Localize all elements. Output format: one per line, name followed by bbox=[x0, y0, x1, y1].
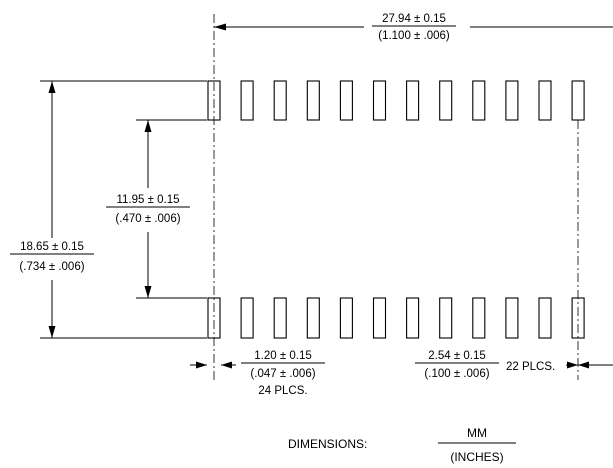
bottom-pad-2 bbox=[240, 297, 254, 339]
pad-width-mm: 1.20 ± 0.15 bbox=[254, 350, 311, 362]
overall-length-mm: 27.94 ± 0.15 bbox=[382, 13, 446, 25]
top-pad-row bbox=[207, 80, 585, 121]
top-pad-5 bbox=[339, 80, 353, 121]
top-pad-9 bbox=[472, 80, 486, 121]
pitch-dimension: 2.54 ± 0.15 (.100 ± .006) 22 PLCS. bbox=[415, 350, 613, 380]
bottom-pad-10 bbox=[505, 297, 519, 339]
bottom-pad-6 bbox=[372, 297, 387, 339]
pitch-count: 22 PLCS. bbox=[506, 361, 555, 373]
units-legend: DIMENSIONS: MM (INCHES) bbox=[288, 426, 516, 464]
top-pad-2 bbox=[240, 80, 254, 121]
pad-width-count: 24 PLCS. bbox=[258, 385, 307, 397]
bottom-pad-8 bbox=[439, 297, 453, 339]
pad-width-inches: (.047 ± .006) bbox=[250, 368, 315, 380]
legend-unit-inches: (INCHES) bbox=[450, 450, 503, 464]
pitch-mm: 2.54 ± 0.15 bbox=[428, 350, 485, 362]
top-pad-7 bbox=[406, 80, 420, 121]
bottom-pad-11 bbox=[538, 297, 552, 339]
top-pad-3 bbox=[273, 80, 287, 121]
bottom-pad-3 bbox=[273, 297, 287, 339]
top-pad-8 bbox=[439, 80, 453, 121]
inner-gap-inches: (.470 ± .006) bbox=[115, 213, 180, 225]
legend-unit-mm: MM bbox=[467, 426, 487, 440]
top-pad-11 bbox=[538, 80, 552, 121]
bottom-pad-7 bbox=[406, 297, 420, 339]
pitch-inches: (.100 ± .006) bbox=[424, 368, 489, 380]
overall-length-inches: (1.100 ± .006) bbox=[378, 30, 450, 42]
overall-height-dimension: 18.65 ± 0.15 (.734 ± .006) bbox=[10, 80, 207, 339]
top-pad-10 bbox=[505, 80, 519, 121]
overall-height-inches: (.734 ± .006) bbox=[19, 261, 84, 273]
bottom-pad-row bbox=[207, 297, 585, 339]
top-pad-4 bbox=[306, 80, 320, 121]
pad-width-dimension: 1.20 ± 0.15 (.047 ± .006) 24 PLCS. bbox=[190, 350, 325, 397]
overall-height-mm: 18.65 ± 0.15 bbox=[20, 241, 84, 253]
inner-gap-dimension: 11.95 ± 0.15 (.470 ± .006) bbox=[106, 119, 207, 299]
overall-length-dimension: 27.94 ± 0.15 (1.100 ± .006) bbox=[214, 13, 613, 42]
inner-gap-mm: 11.95 ± 0.15 bbox=[116, 194, 179, 206]
bottom-pad-9 bbox=[472, 297, 486, 339]
bottom-pad-4 bbox=[306, 297, 320, 339]
top-pad-12 bbox=[571, 80, 585, 121]
top-pad-6 bbox=[372, 80, 387, 121]
legend-label: DIMENSIONS: bbox=[288, 437, 367, 451]
bottom-pad-5 bbox=[339, 297, 353, 339]
